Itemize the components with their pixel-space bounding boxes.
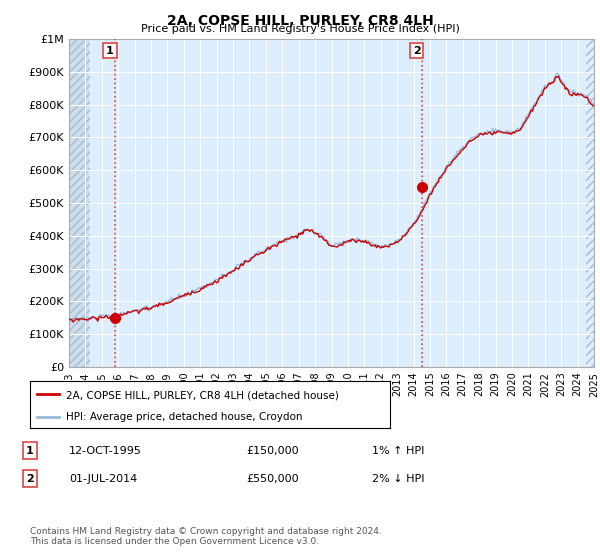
2A, COPSE HILL, PURLEY, CR8 4LH (detached house)	[555, 73, 562, 80]
Text: 2A, COPSE HILL, PURLEY, CR8 4LH (detached house): 2A, COPSE HILL, PURLEY, CR8 4LH (detache…	[66, 390, 339, 400]
HPI: Average price, detached house, Croydon: (2.02e+03, 8.69e+05): Average price, detached house, Croydon: …	[550, 79, 557, 86]
HPI: Average price, detached house, Croydon: (2.01e+03, 3.8e+05): Average price, detached house, Croydon: …	[276, 239, 283, 246]
2A, COPSE HILL, PURLEY, CR8 4LH (detached house)	[276, 238, 283, 245]
2A, COPSE HILL, PURLEY, CR8 4LH (detached house)	[550, 80, 557, 86]
Text: 2A, COPSE HILL, PURLEY, CR8 4LH: 2A, COPSE HILL, PURLEY, CR8 4LH	[167, 14, 433, 28]
Text: 12-OCT-1995: 12-OCT-1995	[69, 446, 142, 456]
HPI: Average price, detached house, Croydon: (2.01e+03, 3.7e+05): Average price, detached house, Croydon: …	[377, 242, 385, 249]
Text: £550,000: £550,000	[246, 474, 299, 484]
Text: HPI: Average price, detached house, Croydon: HPI: Average price, detached house, Croy…	[66, 413, 302, 422]
2A, COPSE HILL, PURLEY, CR8 4LH (detached house)	[377, 245, 385, 251]
Text: 1% ↑ HPI: 1% ↑ HPI	[372, 446, 424, 456]
HPI: Average price, detached house, Croydon: (2.03e+03, 8e+05): Average price, detached house, Croydon: …	[592, 101, 599, 108]
HPI: Average price, detached house, Croydon: (2.01e+03, 3.85e+05): Average price, detached house, Croydon: …	[350, 237, 357, 244]
Text: Price paid vs. HM Land Registry's House Price Index (HPI): Price paid vs. HM Land Registry's House …	[140, 24, 460, 34]
HPI: Average price, detached house, Croydon: (1.99e+03, 1.5e+05): Average price, detached house, Croydon: …	[65, 314, 73, 321]
Line: HPI: Average price, detached house, Croydon: HPI: Average price, detached house, Croy…	[69, 73, 595, 321]
2A, COPSE HILL, PURLEY, CR8 4LH (detached house)	[592, 102, 599, 109]
Text: 1: 1	[106, 46, 114, 55]
2A, COPSE HILL, PURLEY, CR8 4LH (detached house)	[503, 129, 510, 136]
HPI: Average price, detached house, Croydon: (1.99e+03, 1.4e+05): Average price, detached house, Croydon: …	[68, 318, 76, 324]
HPI: Average price, detached house, Croydon: (2.02e+03, 6.14e+05): Average price, detached house, Croydon: …	[443, 162, 450, 169]
Line: 2A, COPSE HILL, PURLEY, CR8 4LH (detached house): 2A, COPSE HILL, PURLEY, CR8 4LH (detache…	[69, 76, 595, 322]
2A, COPSE HILL, PURLEY, CR8 4LH (detached house)	[70, 319, 77, 325]
Text: £150,000: £150,000	[246, 446, 299, 456]
Text: 2: 2	[413, 46, 421, 55]
Text: 2% ↓ HPI: 2% ↓ HPI	[372, 474, 425, 484]
2A, COPSE HILL, PURLEY, CR8 4LH (detached house)	[350, 236, 357, 243]
2A, COPSE HILL, PURLEY, CR8 4LH (detached house)	[443, 165, 450, 171]
Text: 01-JUL-2014: 01-JUL-2014	[69, 474, 137, 484]
Bar	[586, 39, 596, 367]
HPI: Average price, detached house, Croydon: (2.02e+03, 7.21e+05): Average price, detached house, Croydon: …	[503, 127, 510, 134]
Text: 2: 2	[26, 474, 34, 484]
HPI: Average price, detached house, Croydon: (2.02e+03, 8.97e+05): Average price, detached house, Croydon: …	[553, 70, 560, 77]
Text: Contains HM Land Registry data © Crown copyright and database right 2024.
This d: Contains HM Land Registry data © Crown c…	[30, 526, 382, 546]
Text: 1: 1	[26, 446, 34, 456]
Bar	[69, 39, 91, 367]
2A, COPSE HILL, PURLEY, CR8 4LH (detached house)	[65, 316, 73, 323]
